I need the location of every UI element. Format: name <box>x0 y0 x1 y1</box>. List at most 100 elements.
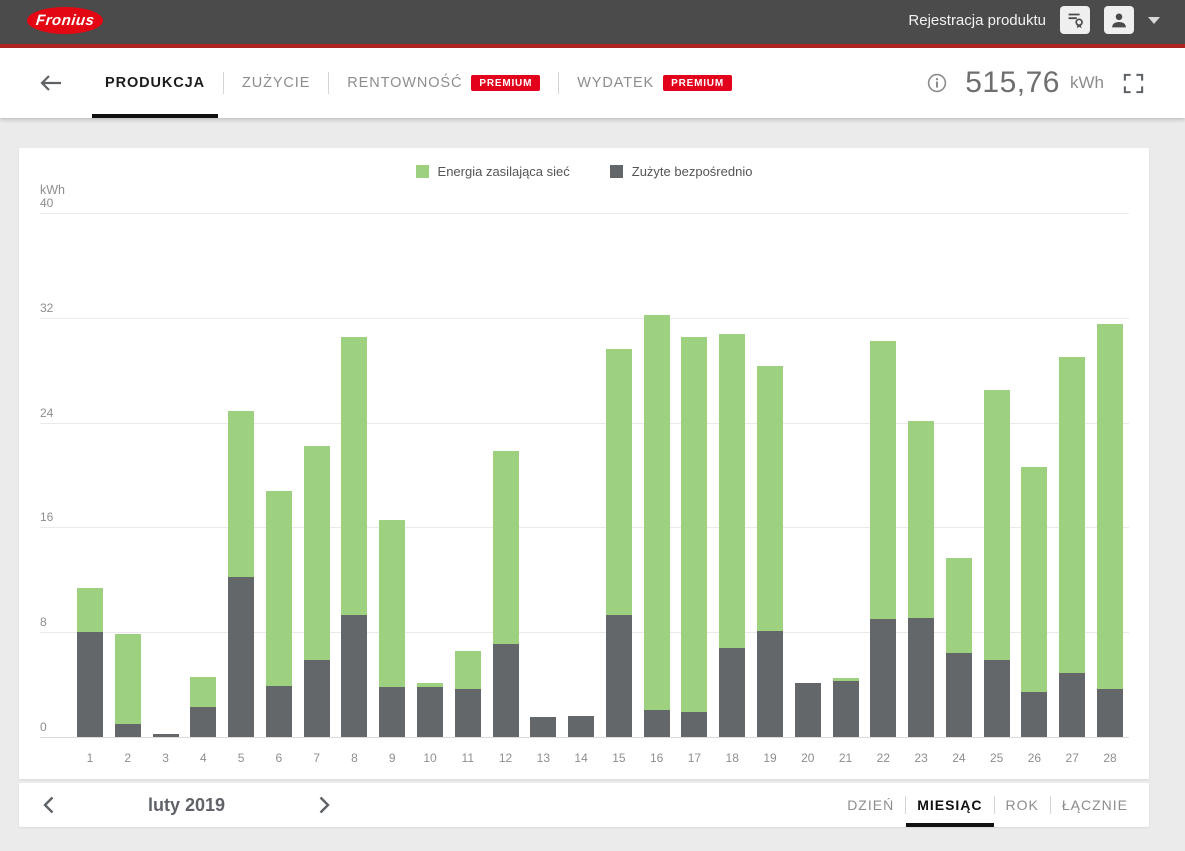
product-registration-icon[interactable] <box>1060 6 1090 34</box>
gridline-y-8 <box>40 632 1129 634</box>
bar-day-10[interactable] <box>417 683 443 737</box>
tab-rentownosc[interactable]: RENTOWNOŚĆ PREMIUM <box>334 48 553 118</box>
bar-day-6[interactable] <box>265 490 292 737</box>
bar-day-2[interactable] <box>114 633 141 737</box>
bar-day-5-direct-use <box>228 577 255 737</box>
x-tick-label-21: 21 <box>838 751 853 765</box>
tab-zuzycie[interactable]: ZUŻYCIE <box>229 48 323 118</box>
bar-day-19-direct-use <box>757 630 783 737</box>
bar-day-26-feed-in <box>1021 467 1048 693</box>
bar-day-19-feed-in <box>757 366 783 631</box>
bar-day-28-direct-use <box>1097 688 1123 737</box>
x-tick-label-6: 6 <box>275 751 283 765</box>
bar-day-9[interactable] <box>379 519 406 737</box>
bar-day-2-feed-in <box>114 633 141 724</box>
x-tick-label-20: 20 <box>801 751 815 765</box>
bar-day-24-direct-use <box>945 653 972 737</box>
y-tick-label-24: 24 <box>40 405 54 420</box>
bar-day-18[interactable] <box>719 333 746 737</box>
bar-day-9-direct-use <box>379 687 406 737</box>
chevron-right-icon <box>319 796 330 814</box>
tab-rentownosc-label: RENTOWNOŚĆ <box>347 75 463 91</box>
x-tick-label-9: 9 <box>388 751 396 765</box>
user-account-icon[interactable] <box>1104 6 1134 34</box>
bar-day-4[interactable] <box>190 676 217 737</box>
bar-day-16[interactable] <box>643 315 670 737</box>
chart-card: Energia zasilająca sieć Zużyte bezpośred… <box>19 148 1149 779</box>
bar-day-15[interactable] <box>605 349 632 737</box>
y-tick-label-16: 16 <box>40 510 54 525</box>
range-divider <box>993 796 995 814</box>
bar-day-13[interactable] <box>530 717 557 737</box>
bar-day-20[interactable] <box>794 683 821 737</box>
bar-day-23-feed-in <box>908 421 935 618</box>
bar-day-5[interactable] <box>228 410 255 737</box>
bar-day-7[interactable] <box>303 446 330 737</box>
range-tab-miesiac[interactable]: MIESIĄC <box>906 783 994 827</box>
fronius-logo[interactable]: Fronius <box>27 6 103 34</box>
bar-day-25[interactable] <box>983 389 1010 737</box>
y-tick-label-8: 8 <box>40 615 47 630</box>
period-label: luty 2019 <box>147 794 226 815</box>
info-icon[interactable] <box>927 73 947 93</box>
bar-day-18-feed-in <box>719 333 746 648</box>
bar-day-6-direct-use <box>265 685 292 737</box>
premium-badge: PREMIUM <box>663 75 732 91</box>
tab-wydatek[interactable]: WYDATEK PREMIUM <box>564 48 745 118</box>
x-tick-label-15: 15 <box>612 751 626 765</box>
x-tick-label-7: 7 <box>313 751 320 765</box>
product-registration-link[interactable]: Rejestracja produktu <box>908 11 1046 29</box>
bar-day-8-direct-use <box>341 615 368 737</box>
bar-day-16-feed-in <box>643 315 670 710</box>
next-period-button[interactable] <box>314 794 334 816</box>
x-tick-label-16: 16 <box>649 751 664 765</box>
bar-day-18-direct-use <box>719 647 746 737</box>
bar-day-11[interactable] <box>454 650 481 737</box>
bar-day-12-feed-in <box>492 451 519 644</box>
bar-day-12[interactable] <box>492 451 519 737</box>
bar-day-27-direct-use <box>1059 672 1086 737</box>
y-axis-unit: kWh <box>40 183 65 197</box>
feed-in-label: Energia zasilająca sieć <box>437 164 570 179</box>
bar-day-8[interactable] <box>341 337 368 737</box>
range-tab-rok[interactable]: ROK <box>1005 797 1039 813</box>
x-tick-label-13: 13 <box>536 751 550 765</box>
bar-day-26[interactable] <box>1021 467 1048 737</box>
bar-day-25-feed-in <box>983 389 1010 660</box>
bar-day-3[interactable] <box>152 734 179 737</box>
bar-day-23[interactable] <box>908 421 935 737</box>
fullscreen-icon[interactable] <box>1122 72 1145 95</box>
previous-period-button[interactable] <box>39 794 59 816</box>
back-button[interactable] <box>38 71 64 95</box>
y-tick-label-32: 32 <box>40 300 54 315</box>
bar-day-1-feed-in <box>77 587 103 633</box>
y-tick-label-0: 0 <box>40 720 47 734</box>
bar-day-1[interactable] <box>77 587 103 737</box>
bar-day-26-direct-use <box>1021 692 1048 737</box>
tab-divider <box>558 72 560 94</box>
bar-day-21[interactable] <box>832 678 859 737</box>
x-tick-label-14: 14 <box>574 751 588 765</box>
bar-day-22[interactable] <box>870 341 897 737</box>
bar-day-15-feed-in <box>605 349 632 616</box>
chevron-down-icon[interactable] <box>1148 16 1160 24</box>
bar-day-27[interactable] <box>1059 357 1086 737</box>
total-value: 515,76 <box>965 66 1060 99</box>
bar-day-24[interactable] <box>945 557 972 737</box>
bar-day-17[interactable] <box>681 337 708 737</box>
gridline-y-32 <box>40 317 1129 319</box>
bar-day-3-direct-use <box>152 734 179 737</box>
range-tab-lacznie[interactable]: ŁĄCZNIE <box>1061 797 1128 813</box>
person-icon <box>1112 13 1126 28</box>
bar-day-14[interactable] <box>568 716 595 737</box>
x-tick-label-19: 19 <box>763 751 777 765</box>
bar-day-28[interactable] <box>1097 324 1123 737</box>
chart-legend: Energia zasilająca sieć Zużyte bezpośred… <box>19 164 1149 179</box>
x-tick-label-24: 24 <box>952 751 966 765</box>
tab-produkcja[interactable]: PRODUKCJA <box>92 48 218 118</box>
chevron-left-icon <box>43 796 54 814</box>
direct-use-label: Zużyte bezpośrednio <box>631 164 753 179</box>
range-tab-dzien[interactable]: DZIEŃ <box>847 797 895 813</box>
bar-day-19[interactable] <box>757 366 783 737</box>
x-tick-label-5: 5 <box>237 751 245 765</box>
